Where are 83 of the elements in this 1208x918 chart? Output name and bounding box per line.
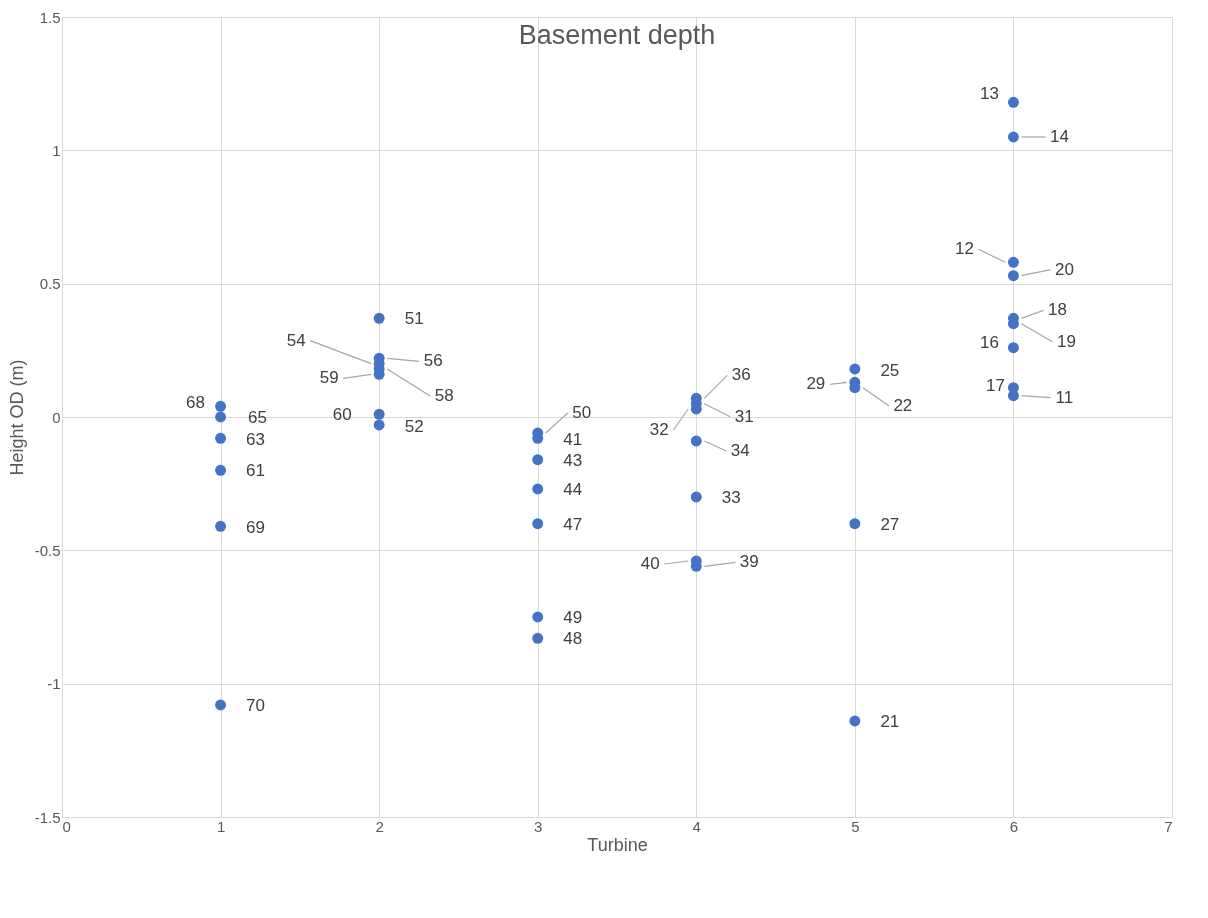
annotation: 59 [319, 368, 339, 388]
point [1007, 390, 1019, 402]
annotation: 39 [739, 552, 759, 572]
y-tick-label: 1.5 [39, 8, 61, 26]
annotation: 47 [563, 514, 583, 534]
annotation: 17 [985, 375, 1005, 395]
annotation: 31 [734, 406, 754, 426]
annotation: 41 [563, 430, 583, 450]
annotation: 61 [246, 461, 266, 481]
y-tick-label: -1.5 [34, 808, 61, 826]
point [215, 432, 227, 444]
annotation: 49 [563, 608, 583, 627]
x-tick-label: 5 [851, 817, 860, 835]
x-tick-label: 7 [1164, 817, 1173, 835]
x-tick-label: 4 [692, 817, 701, 835]
annotation: 18 [1047, 300, 1067, 320]
point [373, 312, 385, 324]
annotation: 63 [246, 430, 266, 450]
annotation: 29 [806, 374, 826, 394]
point [215, 411, 227, 423]
point [690, 435, 702, 447]
annotation: 51 [404, 309, 424, 329]
point [1007, 256, 1019, 268]
point [1007, 342, 1019, 354]
annotation: 27 [880, 514, 900, 534]
point [373, 408, 385, 420]
annotation: 36 [731, 365, 751, 385]
annotation: 16 [979, 332, 999, 352]
point [215, 520, 227, 532]
point [1007, 270, 1019, 282]
annotation: 12 [954, 239, 974, 259]
point [1007, 96, 1019, 108]
annotation: 56 [423, 351, 443, 371]
annotation: 13 [979, 84, 999, 104]
y-axis-title: Height OD (m) [6, 359, 27, 476]
point [215, 699, 227, 711]
annotation: 21 [880, 712, 900, 731]
point [532, 518, 544, 530]
point [849, 363, 861, 375]
point [373, 419, 385, 431]
point [532, 632, 544, 644]
y-tick-label: -1 [47, 675, 61, 693]
point [215, 464, 227, 476]
point [690, 491, 702, 503]
annotation: 32 [649, 420, 669, 439]
x-tick-label: 1 [216, 817, 226, 835]
annotation: 34 [730, 441, 750, 460]
point [849, 518, 861, 530]
annotation: 60 [332, 405, 352, 425]
point [215, 400, 227, 412]
annotation: 48 [563, 629, 583, 649]
annotation: 11 [1055, 387, 1074, 407]
annotation: 50 [572, 403, 592, 422]
annotation: 20 [1054, 259, 1074, 279]
x-tick-label: 3 [534, 817, 543, 835]
annotation: 43 [563, 450, 583, 470]
annotation: 14 [1049, 127, 1069, 146]
annotation: 40 [640, 554, 660, 573]
annotation: 54 [286, 330, 306, 350]
annotation: 19 [1056, 331, 1076, 351]
y-tick-label: 0.5 [39, 275, 61, 293]
chart-title: Basement depth [518, 20, 716, 50]
point [849, 715, 861, 727]
point [532, 483, 544, 495]
annotation: 68 [186, 393, 206, 413]
annotation: 69 [246, 518, 266, 538]
x-tick-label: 6 [1009, 817, 1019, 835]
y-tick-label: 1 [52, 141, 61, 159]
annotation: 58 [434, 386, 454, 405]
annotation: 65 [248, 408, 268, 427]
y-tick-label: 0 [52, 408, 61, 426]
annotation: 25 [880, 361, 900, 380]
x-axis-title: Turbine [587, 834, 648, 855]
y-tick-label: -0.5 [34, 541, 61, 559]
point [532, 454, 544, 466]
point [1007, 131, 1019, 143]
annotation: 70 [246, 696, 266, 715]
annotation: 33 [721, 488, 741, 507]
x-tick-label: 2 [375, 817, 384, 835]
annotation: 52 [404, 417, 424, 436]
annotation: 44 [563, 480, 583, 499]
annotation: 22 [893, 395, 913, 415]
point [532, 611, 544, 623]
